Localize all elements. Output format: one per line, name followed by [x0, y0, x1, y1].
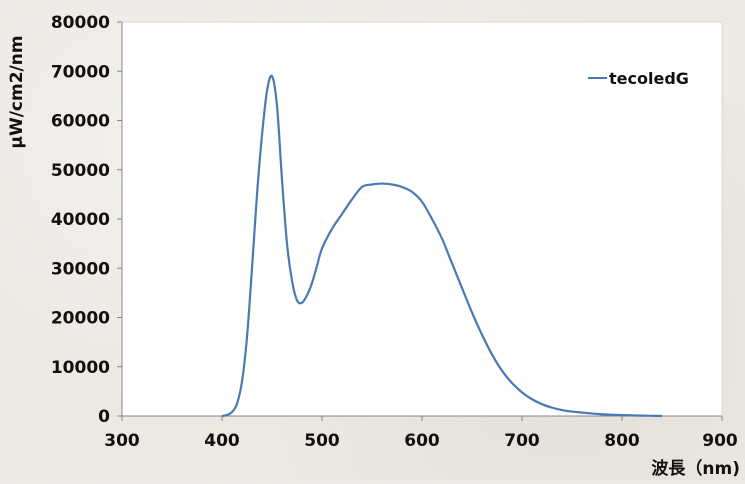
- x-tick-label: 300: [104, 431, 140, 451]
- legend: tecoledG: [588, 69, 689, 88]
- y-tick-label: 30000: [51, 259, 110, 279]
- y-tick-label: 10000: [51, 358, 110, 378]
- x-tick-label: 400: [204, 431, 240, 451]
- legend-label-tecoledG: tecoledG: [609, 69, 689, 88]
- y-tick-label: 20000: [51, 309, 110, 329]
- y-tick-label: 50000: [51, 161, 110, 181]
- y-tick-label: 80000: [51, 13, 110, 33]
- series-line-tecoledG: [221, 74, 663, 418]
- y-tick-label: 60000: [51, 112, 110, 132]
- y-tick-label: 70000: [51, 62, 110, 82]
- x-tick-label: 800: [604, 431, 640, 451]
- x-tick-label: 600: [404, 431, 440, 451]
- y-axis-title: μW/cm2/nm: [7, 35, 27, 148]
- x-axis-title: 波長（nm): [651, 458, 740, 479]
- x-axis-ticks: 300 400 500 600 700 800 900: [104, 416, 738, 451]
- y-tick-label: 0: [98, 407, 110, 427]
- x-tick-label: 900: [702, 431, 738, 451]
- plot-area: [121, 21, 723, 417]
- series-group: [221, 74, 663, 418]
- y-tick-label: 40000: [51, 210, 110, 230]
- x-tick-label: 700: [504, 431, 540, 451]
- y-axis-ticks: 0 10000 20000 30000 40000 50000 60000 70000 8000…: [51, 13, 122, 427]
- x-tick-label: 500: [304, 431, 340, 451]
